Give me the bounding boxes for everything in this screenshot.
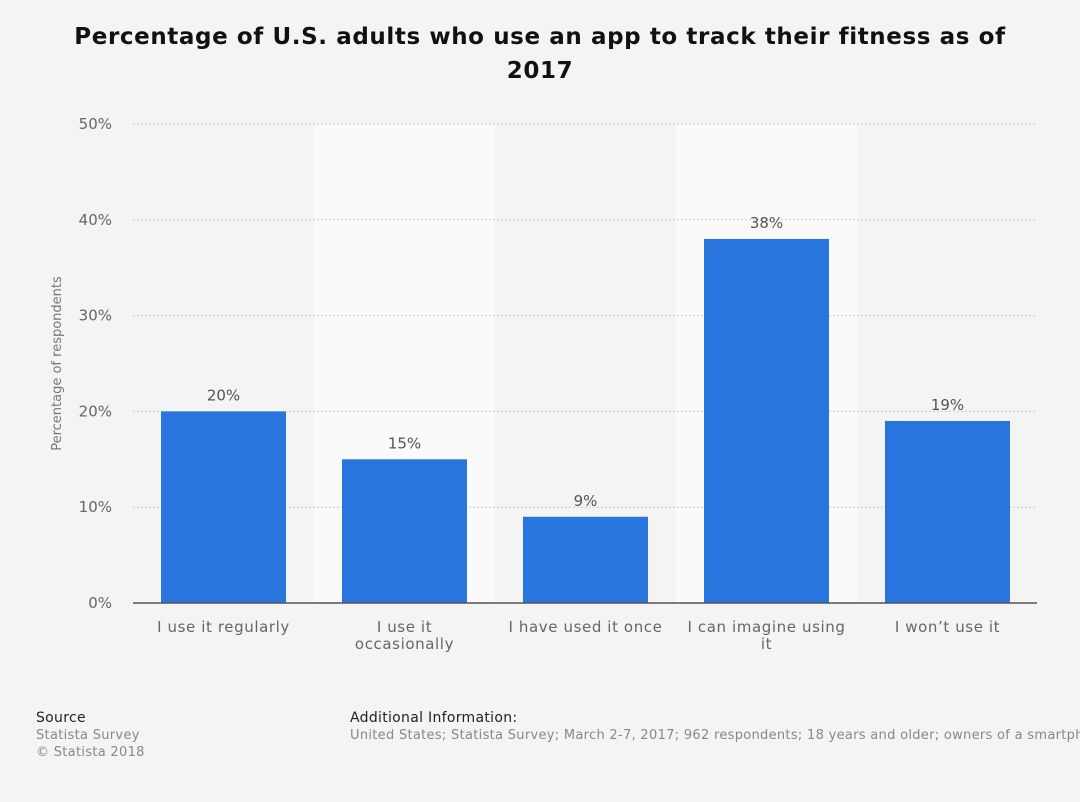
y-tick-label: 20%	[79, 402, 112, 420]
bar-value-label: 38%	[750, 214, 783, 232]
x-category-label: I have used it once	[509, 618, 663, 636]
bar	[342, 459, 467, 603]
bar	[523, 516, 648, 603]
x-category-label: I use it occasionally	[355, 618, 454, 653]
bar	[885, 420, 1010, 603]
additional-info-heading: Additional Information:	[350, 710, 518, 726]
y-tick-label: 50%	[79, 115, 112, 133]
bar-chart: 0% 10% 20% 30% 40% 50% Percentage of responden…	[50, 115, 1037, 653]
y-tick-label: 10%	[79, 498, 112, 516]
source-heading: Source	[36, 710, 86, 726]
y-tick-label: 0%	[88, 594, 112, 612]
bar-value-label: 15%	[388, 434, 421, 452]
y-tick-label: 40%	[79, 211, 112, 229]
x-category-label: I can imagine using it	[688, 618, 846, 653]
bar	[704, 238, 829, 603]
x-category-label: I use it regularly	[157, 618, 290, 636]
bar-value-label: 9%	[574, 492, 598, 510]
chart-title: Percentage of U.S. adults who use an app…	[74, 24, 1006, 84]
bar	[161, 411, 286, 603]
source-line-copyright: © Statista 2018	[36, 745, 145, 760]
additional-info-block: Additional Information: United States; S…	[350, 710, 1080, 744]
source-block: Source Statista Survey © Statista 2018	[36, 710, 145, 761]
x-category-label: I won’t use it	[895, 618, 1000, 636]
additional-info-text: United States; Statista Survey; March 2-…	[350, 728, 1080, 743]
source-line-survey: Statista Survey	[36, 728, 140, 743]
y-axis-label: Percentage of respondents	[50, 276, 65, 451]
y-tick-label: 30%	[79, 307, 112, 325]
bar-value-label: 20%	[207, 386, 240, 404]
bar-value-label: 19%	[931, 396, 964, 414]
